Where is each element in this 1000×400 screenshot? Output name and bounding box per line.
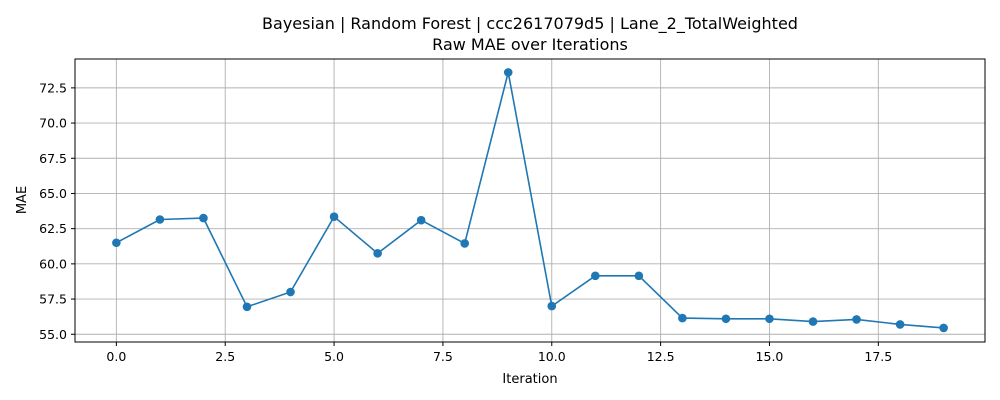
data-point (416, 215, 426, 225)
y-tick-label: 70.0 (39, 116, 67, 131)
y-tick-label: 72.5 (39, 80, 67, 95)
data-point (721, 314, 731, 324)
y-tick-label: 57.5 (39, 292, 67, 307)
y-axis-ticks: 55.0 57.5 60.0 62.5 65.0 67.5 70.0 72.5 (39, 80, 75, 342)
data-point (242, 302, 252, 312)
x-tick-label: 12.5 (647, 349, 675, 364)
data-point (199, 213, 208, 223)
chart-subtitle: Raw MAE over Iterations (432, 35, 628, 54)
x-tick-label: 0.0 (106, 349, 126, 364)
y-tick-label: 65.0 (39, 186, 67, 201)
y-tick-label: 62.5 (39, 221, 67, 236)
data-point (460, 239, 469, 248)
data-point (286, 287, 295, 297)
x-tick-label: 5.0 (324, 349, 344, 364)
x-tick-label: 17.5 (864, 349, 892, 364)
y-axis-label: MAE (15, 186, 30, 214)
data-series (112, 68, 948, 333)
data-point (808, 317, 818, 326)
series-line (115, 72, 944, 329)
data-point (547, 301, 557, 311)
x-tick-label: 7.5 (433, 349, 453, 364)
plot-area-frame (74, 58, 986, 343)
chart-title: Bayesian | Random Forest | ccc2617079d5 … (262, 14, 798, 34)
data-point (155, 215, 165, 224)
data-point (939, 323, 948, 333)
data-point (503, 68, 513, 77)
data-point (112, 238, 121, 248)
data-point (678, 313, 687, 323)
data-point (329, 212, 339, 221)
x-axis-label: Iteration (502, 372, 557, 387)
data-point (591, 271, 600, 281)
data-point (852, 315, 861, 324)
grid (75, 59, 985, 342)
x-tick-label: 2.5 (215, 349, 235, 364)
data-point (373, 248, 382, 258)
y-tick-label: 60.0 (39, 256, 67, 271)
x-tick-label: 10.0 (538, 349, 566, 364)
x-axis-ticks: 0.0 2.5 5.0 7.5 10.0 12.5 15.0 17.5 (106, 342, 892, 364)
data-point (895, 320, 905, 329)
y-tick-label: 67.5 (39, 151, 67, 166)
y-tick-label: 55.0 (39, 327, 67, 342)
data-point (765, 314, 774, 324)
data-point (634, 271, 644, 281)
x-tick-label: 15.0 (756, 349, 784, 364)
